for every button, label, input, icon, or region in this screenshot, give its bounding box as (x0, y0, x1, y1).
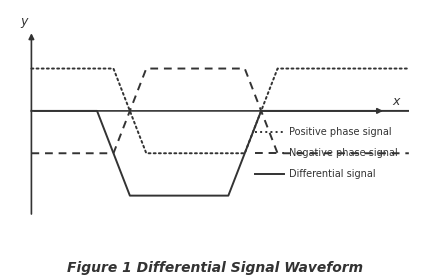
Text: Figure 1 Differential Signal Waveform: Figure 1 Differential Signal Waveform (67, 261, 363, 275)
Text: Differential signal: Differential signal (289, 169, 375, 179)
Text: x: x (392, 95, 399, 108)
Text: Negative phase signal: Negative phase signal (289, 148, 397, 158)
Text: Positive phase signal: Positive phase signal (289, 127, 391, 137)
Text: y: y (21, 15, 28, 28)
